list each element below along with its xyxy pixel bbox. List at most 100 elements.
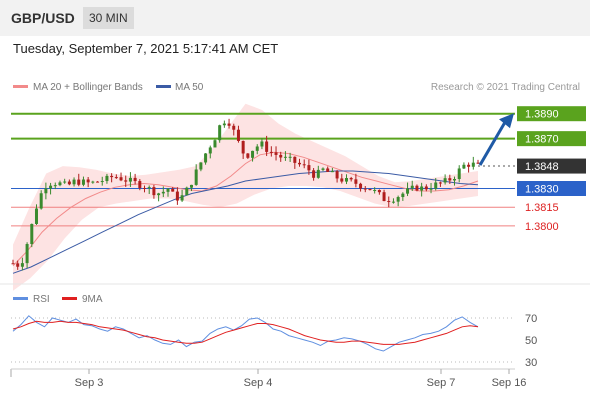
x-tick-label: Sep 16 (492, 377, 527, 389)
candle-body (246, 153, 250, 158)
candle (91, 180, 95, 184)
candle-body (382, 192, 386, 202)
forecast-arrow (478, 121, 507, 166)
candle-body (368, 189, 372, 191)
candle (171, 187, 175, 192)
candle (25, 242, 29, 268)
candle-body (128, 177, 132, 182)
candle (274, 146, 278, 161)
ma9-legend-label: 9MA (82, 294, 103, 305)
candle (255, 144, 259, 155)
candle (377, 189, 381, 195)
candle (387, 196, 391, 208)
candle (354, 173, 358, 188)
candle (251, 150, 255, 162)
level-label-1.3815: 1.3815 (525, 202, 559, 214)
candle (316, 165, 320, 179)
candle (298, 158, 302, 167)
candle (81, 176, 85, 187)
candle-body (279, 154, 283, 158)
ma50-legend-label: MA 50 (175, 82, 204, 93)
candle (363, 186, 367, 193)
candle (34, 204, 38, 225)
candle (128, 172, 132, 187)
candle-body (251, 150, 255, 158)
candle (401, 192, 405, 201)
candle-body (283, 156, 287, 158)
candle (53, 182, 57, 190)
candle-body (72, 179, 76, 185)
candle (20, 257, 24, 271)
candle (326, 166, 330, 172)
ma20-legend-label: MA 20 + Bollinger Bands (33, 82, 143, 93)
candle-body (462, 164, 466, 169)
ma50-legend-swatch (156, 85, 171, 88)
level-box-1.3830 (517, 181, 586, 196)
level-box-1.3870 (517, 131, 586, 147)
candle (410, 180, 414, 192)
candle-body (354, 179, 358, 184)
candle-body (105, 175, 109, 182)
candle (448, 174, 452, 184)
candle (152, 184, 156, 199)
candle (189, 184, 193, 192)
candle (457, 165, 461, 183)
candle-body (316, 169, 320, 178)
candle (424, 184, 428, 192)
candle (204, 153, 208, 165)
candle (236, 125, 240, 143)
rsi-tick-30: 30 (525, 357, 537, 369)
candle-body (185, 187, 189, 196)
candle-body (213, 140, 217, 148)
candle-body (147, 187, 151, 189)
x-tick-label: Sep 7 (427, 377, 456, 389)
candle (199, 162, 203, 172)
candle-body (406, 188, 410, 194)
candle (138, 179, 142, 191)
candle-body (471, 162, 475, 167)
candle (72, 177, 76, 187)
candle-body (114, 177, 118, 179)
candle (438, 181, 442, 187)
candle-body (443, 178, 447, 183)
candle-body (44, 188, 48, 194)
candle (307, 159, 311, 175)
candle-body (241, 140, 245, 154)
candle (429, 182, 433, 194)
candle-body (119, 177, 123, 181)
candle (467, 162, 471, 173)
candle-body (424, 186, 428, 190)
candle-body (255, 146, 259, 151)
candle-body (58, 182, 62, 186)
candle (330, 167, 334, 173)
candle-body (25, 244, 29, 264)
candle-body (53, 185, 57, 187)
candle (434, 178, 438, 191)
candle-body (34, 208, 38, 224)
candle-body (11, 263, 15, 265)
candle (218, 124, 222, 143)
candle-body (227, 123, 231, 126)
candle (396, 195, 400, 207)
level-label-1.3848: 1.3848 (525, 161, 559, 173)
candle (208, 145, 212, 159)
candle-body (269, 151, 273, 153)
candle (147, 185, 151, 195)
symbol-label: GBP/USD (11, 10, 75, 26)
candle-body (16, 263, 20, 267)
candle (30, 223, 34, 248)
candle (11, 259, 15, 265)
candle (175, 187, 179, 205)
candle-body (143, 187, 147, 189)
candle (340, 173, 344, 184)
candle-body (330, 171, 334, 173)
candle (462, 162, 466, 170)
level-label-1.3870: 1.3870 (525, 134, 559, 146)
candle-body (208, 147, 212, 154)
candle-body (49, 185, 53, 189)
candle (283, 151, 287, 161)
candle-body (359, 183, 363, 189)
candle-body (349, 178, 353, 180)
interval-badge[interactable]: 30 MIN (83, 7, 134, 29)
candle-body (326, 168, 330, 172)
